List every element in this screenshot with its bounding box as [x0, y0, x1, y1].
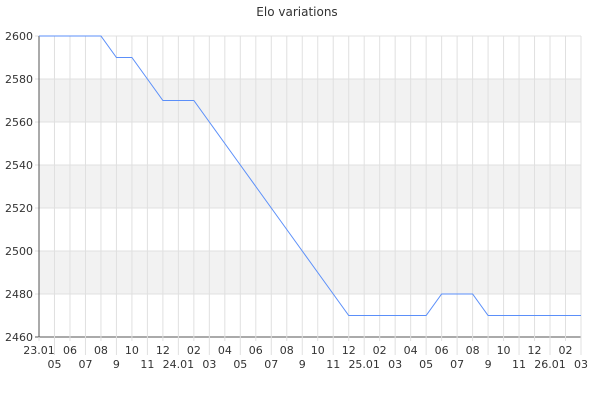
- x-tick-label: 07: [450, 358, 464, 371]
- y-tick-label: 2520: [5, 202, 33, 215]
- x-tick-label: 9: [113, 358, 120, 371]
- x-tick-label: 03: [388, 358, 402, 371]
- x-tick-label: 12: [528, 344, 542, 357]
- grid-band: [39, 251, 581, 294]
- x-tick-label: 08: [280, 344, 294, 357]
- x-tick-label: 11: [326, 358, 340, 371]
- x-tick-label: 24.01: [163, 358, 195, 371]
- x-tick-label: 9: [485, 358, 492, 371]
- x-tick-label: 12: [156, 344, 170, 357]
- x-tick-label: 02: [559, 344, 573, 357]
- x-tick-label: 04: [218, 344, 232, 357]
- y-tick-label: 2580: [5, 73, 33, 86]
- y-tick-label: 2540: [5, 159, 33, 172]
- x-tick-label: 03: [574, 358, 588, 371]
- y-tick-label: 2480: [5, 288, 33, 301]
- x-tick-label: 03: [202, 358, 216, 371]
- x-tick-label: 26.01: [534, 358, 566, 371]
- x-tick-label: 11: [140, 358, 154, 371]
- chart-title: Elo variations: [256, 5, 337, 19]
- x-tick-label: 05: [233, 358, 247, 371]
- y-tick-label: 2560: [5, 116, 33, 129]
- x-tick-label: 06: [63, 344, 77, 357]
- x-tick-label: 11: [512, 358, 526, 371]
- x-tick-label: 12: [342, 344, 356, 357]
- x-tick-label: 02: [187, 344, 201, 357]
- x-tick-label: 06: [249, 344, 263, 357]
- x-tick-label: 25.01: [348, 358, 380, 371]
- x-tick-label: 04: [404, 344, 418, 357]
- y-tick-label: 2500: [5, 245, 33, 258]
- x-tick-label: 05: [47, 358, 61, 371]
- grid-band: [39, 79, 581, 122]
- x-tick-label: 06: [435, 344, 449, 357]
- grid-band: [39, 165, 581, 208]
- x-tick-label: 02: [373, 344, 387, 357]
- y-tick-label: 2600: [5, 30, 33, 43]
- x-tick-label: 10: [125, 344, 139, 357]
- x-tick-label: 10: [497, 344, 511, 357]
- x-tick-label: 08: [466, 344, 480, 357]
- x-tick-label: 23.01: [23, 344, 55, 357]
- y-tick-label: 2460: [5, 331, 33, 344]
- x-tick-label: 10: [311, 344, 325, 357]
- x-tick-label: 08: [94, 344, 108, 357]
- x-tick-label: 07: [78, 358, 92, 371]
- x-tick-label: 07: [264, 358, 278, 371]
- x-tick-label: 05: [419, 358, 433, 371]
- x-tick-label: 9: [299, 358, 306, 371]
